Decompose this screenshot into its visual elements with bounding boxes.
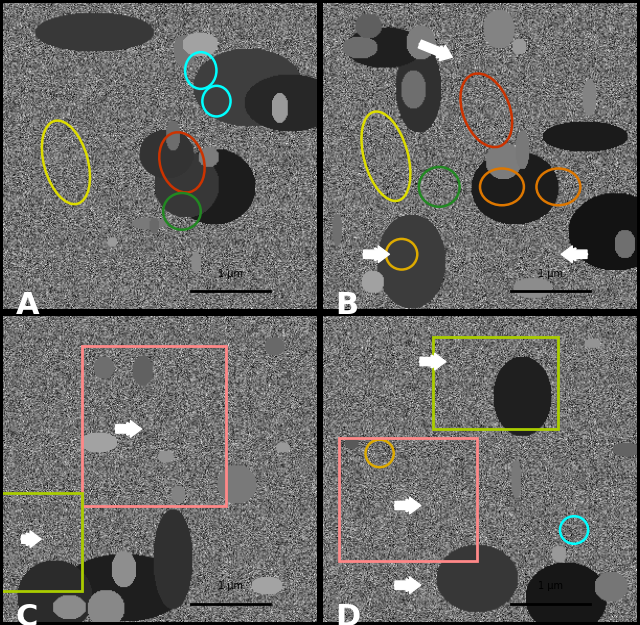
Text: 1 μm: 1 μm	[218, 581, 243, 591]
Text: 1 μm: 1 μm	[218, 269, 243, 279]
Text: 1 μm: 1 μm	[538, 581, 563, 591]
Text: 1 μm: 1 μm	[538, 269, 563, 279]
Bar	[82, 346, 226, 506]
Bar	[0, 493, 82, 591]
Text: C: C	[16, 604, 38, 625]
Text: A: A	[16, 291, 40, 320]
Text: B: B	[336, 291, 359, 320]
Text: D: D	[336, 604, 361, 625]
Bar	[433, 337, 558, 429]
Bar	[339, 438, 477, 561]
